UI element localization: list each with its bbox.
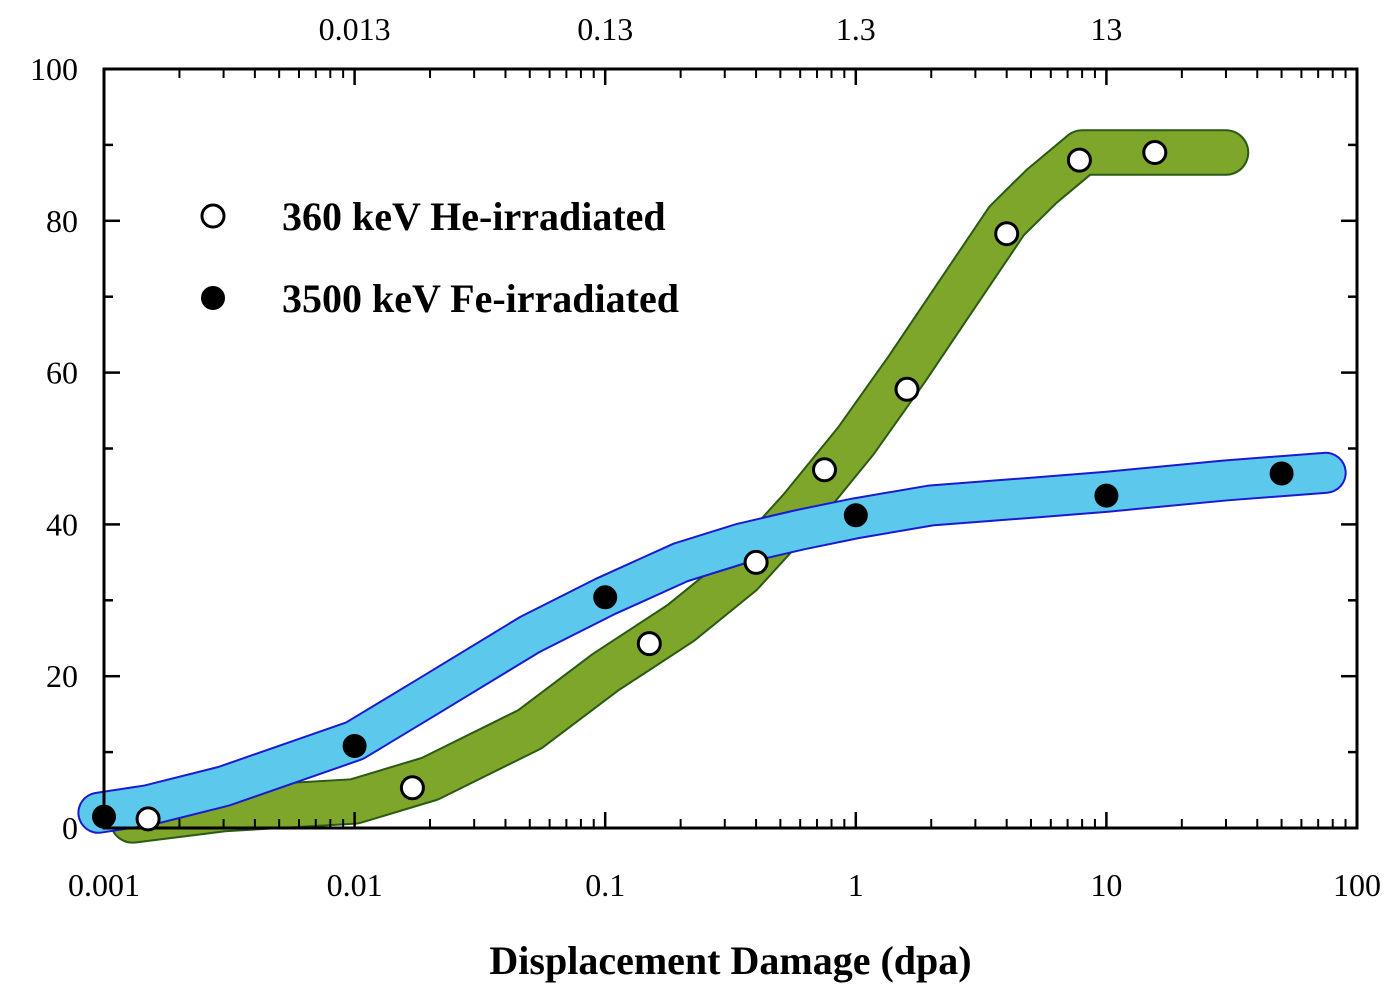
he-point-7 bbox=[1066, 147, 1092, 173]
x-tick-label: 100 bbox=[1333, 867, 1381, 903]
he-point-2 bbox=[636, 631, 662, 657]
fe-point-2 bbox=[593, 585, 618, 610]
legend-label-he: 360 keV He-irradiated bbox=[282, 194, 666, 239]
fe-point-3 bbox=[843, 503, 868, 528]
plot-axes bbox=[102, 67, 1359, 830]
top-axis-tick-label: 0.13 bbox=[577, 11, 633, 47]
x-tick-label: 0.01 bbox=[327, 867, 383, 903]
y-tick-label: 40 bbox=[46, 506, 78, 542]
he-point-4 bbox=[812, 457, 837, 483]
fe-point-4 bbox=[1094, 483, 1119, 508]
x-tick-label: 0.001 bbox=[68, 867, 140, 903]
axis-ticks bbox=[102, 67, 1359, 830]
fe-point-0 bbox=[92, 804, 116, 829]
fe-point-1 bbox=[342, 734, 367, 758]
he-point-8 bbox=[1142, 140, 1168, 165]
y-tick-label: 80 bbox=[46, 203, 78, 239]
legend: 360 keV He-irradiated 3500 keV Fe-irradi… bbox=[200, 194, 679, 321]
y-tick-label: 100 bbox=[30, 51, 78, 87]
he-point-0 bbox=[135, 806, 161, 832]
he-point-6 bbox=[994, 221, 1020, 247]
fe-point-5 bbox=[1269, 461, 1294, 486]
top-axis-tick-label: 1.3 bbox=[836, 11, 876, 47]
legend-marker-filled-circle bbox=[201, 286, 225, 310]
plot-frame bbox=[102, 67, 1359, 830]
y-tick-label: 20 bbox=[46, 658, 78, 694]
he-point-3 bbox=[743, 549, 769, 575]
y-tick-label: 0 bbox=[62, 810, 78, 846]
he-point-1 bbox=[399, 775, 425, 801]
top-axis-tick-label: 0.013 bbox=[319, 11, 391, 47]
x-tick-label: 1 bbox=[848, 867, 864, 903]
tick-labels: 0.001 0.01 0.1 1 10 100 0 20 40 60 80 100 0.013 0.13 1… bbox=[30, 11, 1381, 903]
top-axis-tick-label: 13 bbox=[1090, 11, 1122, 47]
band-fill-1 bbox=[79, 453, 1345, 832]
confidence-bands bbox=[77, 129, 1347, 844]
legend-marker-open-circle bbox=[200, 203, 226, 229]
y-tick-label: 60 bbox=[46, 355, 78, 391]
x-tick-label: 0.1 bbox=[585, 867, 625, 903]
legend-label-fe: 3500 keV Fe-irradiated bbox=[282, 276, 679, 321]
x-tick-label: 10 bbox=[1090, 867, 1122, 903]
he-point-5 bbox=[894, 376, 920, 402]
x-axis-title: Displacement Damage (dpa) bbox=[489, 938, 971, 983]
data-points bbox=[92, 140, 1294, 832]
